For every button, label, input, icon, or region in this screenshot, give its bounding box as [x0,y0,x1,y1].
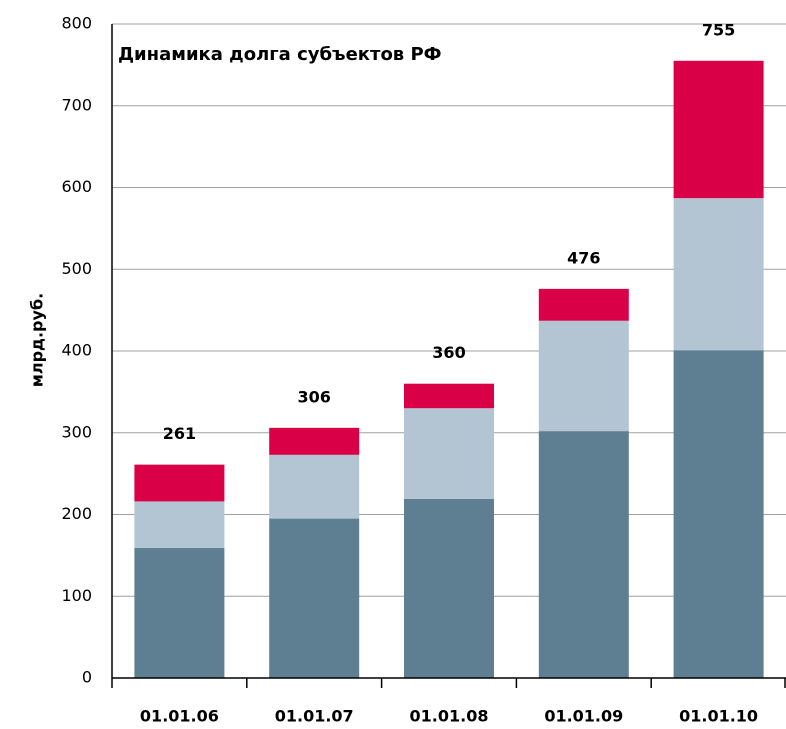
bar-segment [538,320,629,432]
x-tick-label: 01.01.09 [544,707,623,726]
x-tick-label: 01.01.06 [140,707,219,726]
total-label: 360 [432,343,465,362]
bar-segment [269,427,360,455]
y-tick-label: 600 [61,177,92,196]
bar-segment [673,350,764,678]
bar-segment [538,288,629,321]
total-label: 476 [567,248,600,267]
bar-segment [269,518,360,678]
bar-segment [404,408,494,499]
bar-segment [134,464,225,502]
x-tick-label: 01.01.08 [410,707,489,726]
y-tick-label: 800 [61,14,92,33]
bar-segment [134,501,225,549]
total-label: 755 [702,20,735,39]
y-tick-label: 0 [82,668,92,687]
total-label: 261 [163,424,196,443]
y-tick-label: 400 [61,341,92,360]
chart-title: Динамика долга субъектов РФ [118,44,442,65]
bar-segment [404,383,494,409]
y-tick-label: 700 [61,95,92,114]
bar-segment [538,431,629,678]
y-tick-label: 200 [61,504,92,523]
y-tick-label: 100 [61,586,92,605]
y-axis-label: млрд.руб. [28,293,47,387]
y-tick-label: 500 [61,259,92,278]
x-tick-label: 01.01.10 [679,707,758,726]
y-tick-label: 300 [61,422,92,441]
bar-segment [673,198,764,351]
bar-segment [673,60,764,199]
total-label: 306 [297,387,330,406]
bar-segment [134,548,225,678]
bar-segment [404,498,494,678]
bar-segment [269,454,360,519]
x-tick-label: 01.01.07 [275,707,354,726]
